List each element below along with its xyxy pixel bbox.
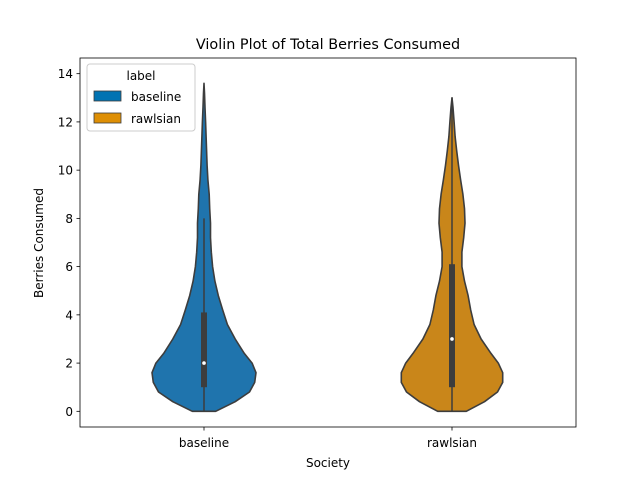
- chart-title: Violin Plot of Total Berries Consumed: [196, 37, 460, 53]
- y-tick-label: 12: [58, 115, 73, 129]
- y-tick-label: 6: [65, 260, 73, 274]
- y-tick-label: 4: [65, 308, 73, 322]
- axes: 0 2 4 6 8 10 12 14 baseline rawlsian: [58, 57, 577, 450]
- axes-frame: [79, 57, 577, 428]
- legend-label-baseline: baseline: [131, 90, 181, 104]
- y-tick-label: 14: [58, 67, 73, 81]
- y-axis-label: Berries Consumed: [32, 188, 46, 298]
- y-tick-label: 10: [58, 164, 73, 178]
- x-axis-label: Society: [306, 456, 350, 470]
- median-marker-rawlsian: [450, 337, 454, 341]
- y-tick-label: 2: [65, 357, 73, 371]
- legend-label-rawlsian: rawlsian: [131, 112, 181, 126]
- x-tick-label: baseline: [179, 436, 229, 450]
- iqr-box-rawlsian: [449, 264, 455, 388]
- legend-swatch-rawlsian: [93, 112, 122, 124]
- legend-title: label: [126, 69, 155, 83]
- median-marker-baseline: [202, 361, 206, 365]
- legend-swatch-baseline: [93, 90, 122, 102]
- iqr-box-baseline: [201, 312, 207, 388]
- x-tick-label: rawlsian: [427, 436, 477, 450]
- legend: label baseline rawlsian: [86, 63, 196, 132]
- y-tick-label: 0: [65, 405, 73, 419]
- plot-area: [151, 82, 504, 413]
- y-tick-label: 8: [65, 212, 73, 226]
